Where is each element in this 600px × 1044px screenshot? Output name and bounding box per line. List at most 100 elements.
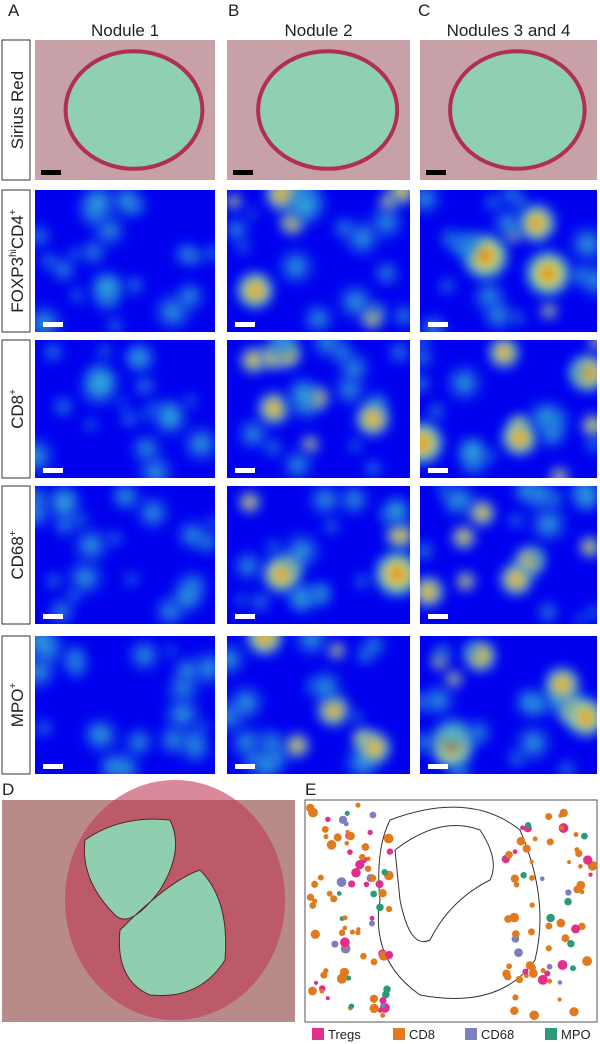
- density-blob: [76, 356, 127, 407]
- cell-dot: [355, 929, 361, 936]
- nodule: [63, 49, 205, 171]
- density-blob: [370, 256, 404, 290]
- cell-dot: [515, 975, 523, 984]
- cell-dot: [588, 872, 593, 877]
- density-blob: [57, 639, 93, 675]
- cell-dot: [559, 825, 564, 831]
- cell-dot: [309, 902, 317, 909]
- density-blob: [277, 444, 319, 478]
- density-blob: [436, 275, 459, 298]
- density-blob: [450, 524, 477, 550]
- density-blob: [288, 636, 335, 663]
- cell-dot: [569, 965, 576, 972]
- cell-dot: [385, 950, 394, 960]
- cell-dot: [510, 874, 520, 883]
- cell-dot: [340, 937, 350, 948]
- cell-dot: [378, 889, 387, 898]
- cell-dot: [504, 973, 512, 981]
- density-blob: [35, 494, 55, 534]
- row-label-part: CD4: [8, 215, 27, 249]
- row-label-box: [1, 189, 31, 333]
- cell-dot: [546, 963, 553, 970]
- cell-dot: [506, 963, 512, 970]
- density-blob: [35, 430, 62, 478]
- cell-dot: [380, 1012, 386, 1018]
- column-title: Nodules 3 and 4: [447, 21, 571, 40]
- cell-dot: [368, 874, 377, 882]
- cell-dot: [310, 929, 320, 939]
- cell-dot: [556, 918, 566, 928]
- density-blob: [67, 285, 88, 306]
- row-label-part: +: [8, 209, 19, 215]
- cell-dot: [529, 902, 535, 908]
- cell-dot: [513, 881, 520, 888]
- cell-dot: [363, 881, 370, 888]
- density-blob: [243, 205, 261, 222]
- density-blob: [42, 569, 66, 593]
- density-blob: [232, 590, 252, 610]
- cell-dot: [546, 913, 555, 923]
- density-blob: [49, 393, 77, 421]
- density-blob: [450, 430, 494, 474]
- cell-dot: [509, 912, 520, 923]
- density-blob: [130, 490, 176, 535]
- density-blob: [420, 574, 446, 609]
- cell-dot: [319, 988, 325, 994]
- density-blob: [84, 266, 128, 309]
- density-blob: [498, 561, 534, 598]
- cell-dot: [380, 1002, 386, 1009]
- density-blob: [477, 294, 520, 332]
- cell-dot: [348, 1003, 355, 1009]
- cell-dot: [305, 803, 315, 813]
- cell-dot: [528, 928, 535, 936]
- cell-dot: [578, 864, 583, 869]
- scale-bar: [428, 468, 448, 473]
- cell-dot: [381, 869, 388, 876]
- column-title: Nodule 2: [284, 21, 352, 40]
- density-blob: [76, 235, 111, 270]
- density-blob: [352, 643, 378, 669]
- legend-label: MPO: [561, 1027, 591, 1042]
- image-panel: [227, 486, 410, 624]
- legend-label: CD8: [409, 1027, 435, 1042]
- density-blob: [566, 360, 590, 383]
- image-panel: [227, 636, 410, 774]
- scale-bar: [426, 170, 446, 175]
- density-blob: [103, 314, 127, 332]
- density-blob: [420, 678, 461, 723]
- row-label-part: CD68: [8, 536, 27, 579]
- cell-dot: [529, 1010, 540, 1021]
- density-blob: [566, 486, 597, 518]
- image-panel: [35, 340, 215, 478]
- cell-dot: [368, 920, 375, 927]
- cell-dot: [540, 967, 546, 973]
- density-blob: [66, 521, 116, 570]
- density-blob: [385, 340, 410, 367]
- density-blob: [459, 640, 482, 662]
- density-blob: [170, 238, 202, 270]
- cell-dot: [317, 874, 324, 881]
- image-panel: [35, 190, 215, 332]
- cell-dot: [325, 816, 331, 823]
- density-blob: [522, 248, 574, 299]
- cell-dot: [579, 889, 585, 895]
- density-blob: [347, 708, 366, 727]
- outline: [377, 806, 541, 999]
- density-blob: [302, 663, 349, 710]
- density-blob: [228, 546, 268, 586]
- cell-dot: [385, 905, 393, 913]
- cell-dot: [529, 875, 535, 881]
- cell-dot: [379, 996, 387, 1005]
- cell-dot: [583, 855, 593, 865]
- density-blob: [73, 190, 123, 226]
- cell-dot: [528, 969, 538, 978]
- cell-dot: [582, 956, 593, 967]
- cell-dot: [539, 876, 545, 882]
- cell-dot: [348, 880, 356, 888]
- density-blob: [227, 212, 254, 247]
- cell-dot: [355, 802, 361, 808]
- cell-dot: [512, 849, 518, 855]
- density-blob: [303, 486, 348, 522]
- density-blob: [62, 585, 84, 607]
